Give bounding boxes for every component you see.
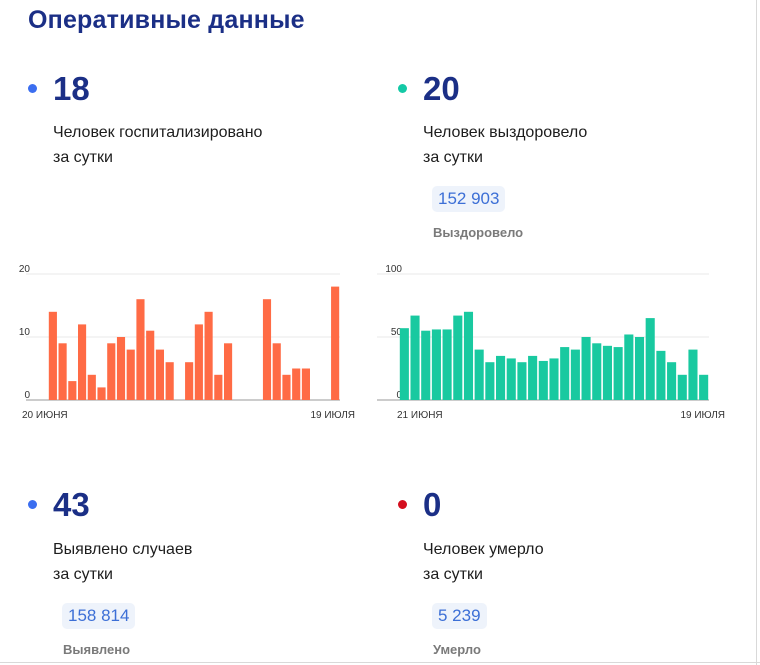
- deaths-value: 0: [423, 486, 442, 523]
- bar: [301, 368, 310, 400]
- bar: [613, 347, 623, 400]
- deaths-total: 5 239: [432, 603, 487, 629]
- bar: [194, 324, 203, 400]
- deaths-dot-icon: [398, 500, 407, 509]
- bar: [204, 311, 213, 400]
- bar: [656, 350, 666, 400]
- hospitalized-description: Человек госпитализировано за сутки: [53, 120, 313, 170]
- bar: [272, 343, 281, 400]
- bar: [677, 374, 687, 400]
- frame-bottom-border: [0, 662, 760, 663]
- bar: [155, 349, 164, 400]
- recovered-chart: 0 50 100 21 ИЮНЯ 19 ИЮЛЯ: [377, 264, 725, 421]
- y-tick-label: 0: [396, 390, 402, 401]
- recovered-period: за сутки: [423, 149, 483, 166]
- x-start-label: 20 ИЮНЯ: [22, 410, 68, 421]
- recovered-total-label: Выздоровело: [433, 225, 524, 240]
- bar: [699, 374, 709, 400]
- bar: [496, 355, 506, 400]
- x-start-label: 21 ИЮНЯ: [397, 410, 443, 421]
- bar: [560, 347, 570, 400]
- bar: [624, 334, 634, 400]
- bar: [410, 315, 420, 400]
- bar: [602, 345, 612, 400]
- bar: [399, 328, 409, 400]
- bar: [68, 381, 77, 400]
- deaths-total-label: Умерло: [433, 642, 481, 657]
- bar: [506, 358, 516, 400]
- bar: [421, 330, 431, 400]
- bar: [224, 343, 233, 400]
- frame-right-border: [756, 0, 757, 665]
- bar: [165, 362, 174, 400]
- bar: [146, 330, 155, 400]
- deaths-description: Человек умерло за сутки: [423, 537, 683, 587]
- cases-description: Выявлено случаев за сутки: [53, 537, 313, 587]
- bar: [485, 362, 495, 400]
- y-tick-label: 50: [391, 327, 403, 338]
- bar: [262, 299, 272, 400]
- recovered-label: Человек выздоровело: [423, 124, 588, 141]
- cases-label: Выявлено случаев: [53, 541, 193, 558]
- y-tick-label: 20: [19, 264, 31, 275]
- bar: [581, 337, 591, 400]
- bar: [645, 318, 655, 400]
- x-end-label: 19 ИЮЛЯ: [680, 410, 725, 421]
- x-end-label: 19 ИЮЛЯ: [310, 410, 355, 421]
- hospitalized-label: Человек госпитализировано: [53, 124, 263, 141]
- hospitalized-chart: 0 10 20 20 ИЮНЯ 19 ИЮЛЯ: [19, 264, 355, 421]
- bar: [116, 337, 126, 400]
- deaths-label: Человек умерло: [423, 541, 544, 558]
- recovered-description: Человек выздоровело за сутки: [423, 120, 683, 170]
- bar: [592, 343, 602, 400]
- bar: [136, 299, 145, 400]
- bar: [48, 311, 57, 400]
- bar: [87, 374, 96, 400]
- recovered-dot-icon: [398, 84, 407, 93]
- bar: [331, 286, 340, 400]
- bar: [78, 324, 87, 400]
- hospitalized-period: за сутки: [53, 149, 113, 166]
- bar: [442, 329, 452, 400]
- bar: [570, 349, 580, 400]
- bar: [431, 329, 441, 400]
- bar: [282, 374, 291, 400]
- bar: [688, 349, 698, 400]
- bar: [463, 311, 474, 400]
- bar: [214, 374, 223, 400]
- bar: [107, 343, 116, 400]
- page-title: Оперативные данные: [28, 6, 305, 34]
- bar: [453, 315, 463, 400]
- cases-dot-icon: [28, 500, 37, 509]
- bar: [549, 358, 559, 400]
- cases-period: за сутки: [53, 566, 113, 583]
- y-tick-label: 0: [24, 390, 30, 401]
- bar: [517, 362, 527, 400]
- bar: [126, 349, 135, 400]
- bar: [292, 368, 301, 400]
- recovered-value: 20: [423, 70, 460, 107]
- recovered-total: 152 903: [432, 186, 506, 212]
- bar: [97, 387, 106, 400]
- bar: [474, 349, 484, 400]
- hospitalized-value: 18: [53, 70, 90, 107]
- bar: [185, 362, 194, 400]
- hospitalized-dot-icon: [28, 84, 37, 93]
- cases-value: 43: [53, 486, 90, 523]
- cases-total: 158 814: [62, 603, 136, 629]
- bar: [528, 355, 538, 400]
- y-tick-label: 100: [385, 264, 402, 275]
- deaths-period: за сутки: [423, 566, 483, 583]
- bar: [538, 360, 548, 400]
- bar: [634, 337, 645, 400]
- bar: [667, 362, 677, 400]
- bar: [58, 343, 67, 400]
- y-tick-label: 10: [19, 327, 31, 338]
- cases-total-label: Выявлено: [63, 642, 131, 657]
